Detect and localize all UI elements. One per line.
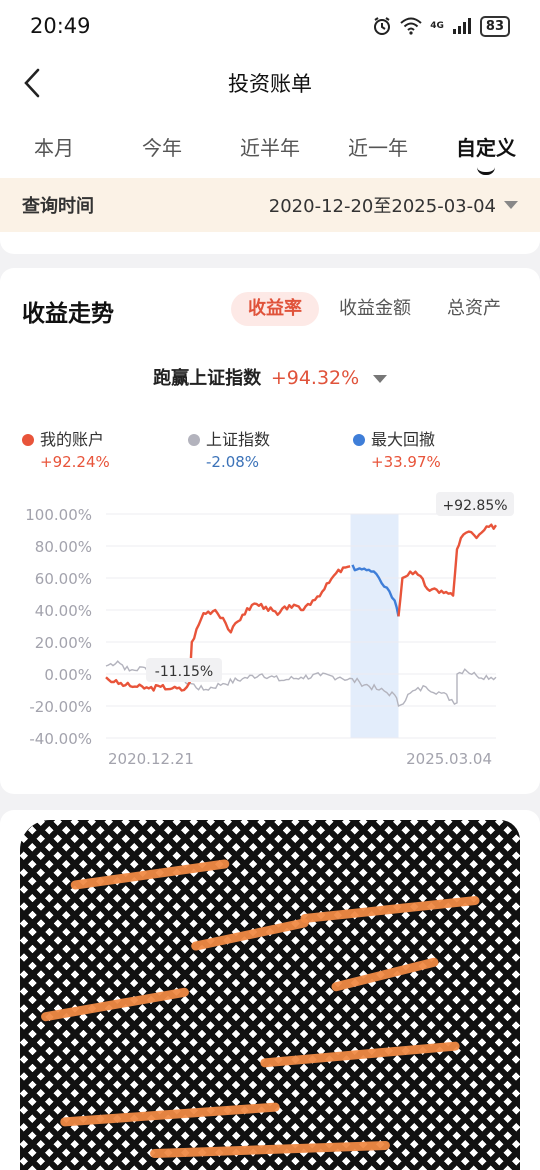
max-annotation-label: +92.85% <box>442 498 507 514</box>
series-drawdown-line <box>351 564 400 617</box>
battery-indicator: 83 <box>479 15 510 37</box>
beat-index-selector[interactable]: 跑赢上证指数 +94.32% <box>0 364 540 390</box>
history-card: 历史 <box>0 810 540 1170</box>
beat-index-label: 跑赢上证指数 <box>153 368 262 389</box>
return-trend-chart[interactable]: 100.00% 80.00% 60.00% 40.00% 20.00% 0.00% -20.… <box>0 480 540 780</box>
wifi-icon <box>400 17 422 35</box>
tab-half-year[interactable]: 近半年 <box>216 132 324 161</box>
tab-one-year[interactable]: 近一年 <box>324 132 432 161</box>
nav-bar: 投资账单 <box>0 52 540 114</box>
max-annotation-box <box>436 492 514 516</box>
date-range-text: 2020-12-20至2025-03-04 <box>268 196 496 217</box>
chevron-left-icon[interactable] <box>18 66 48 100</box>
y-tick-label: -40.00% <box>29 730 92 748</box>
caret-down-icon <box>372 375 387 383</box>
x-end-label: 2025.03.04 <box>406 750 492 768</box>
drawdown-band <box>350 514 399 738</box>
query-time-value[interactable]: 2020-12-20至2025-03-04 <box>269 192 518 218</box>
segment-return-amount[interactable]: 收益金额 <box>339 298 411 319</box>
network-type: 4G <box>430 20 444 31</box>
tab-label: 本月 <box>34 135 74 160</box>
legend-dot <box>188 434 200 446</box>
tab-this-month[interactable]: 本月 <box>0 132 108 161</box>
tab-label: 近半年 <box>240 135 300 160</box>
y-tick-label: 40.00% <box>35 602 92 620</box>
legend-name: 上证指数 <box>206 430 271 449</box>
period-tabs: 本月 今年 近半年 近一年 自定义 <box>0 114 540 178</box>
legend-value: +33.97% <box>371 453 441 471</box>
y-tick-label: 100.00% <box>25 506 92 524</box>
trend-title: 收益走势 <box>22 301 114 327</box>
signal-icon <box>452 18 471 34</box>
legend-value: -2.08% <box>206 453 260 471</box>
legend-name: 最大回撤 <box>371 430 436 449</box>
segment-total-assets[interactable]: 总资产 <box>447 298 501 319</box>
min-annotation-label: -11.15% <box>155 664 213 680</box>
page-title: 投资账单 <box>228 72 312 96</box>
min-annotation-box <box>146 658 222 682</box>
alarm-icon <box>374 17 391 35</box>
y-tick-label: 0.00% <box>44 666 92 684</box>
legend-name: 我的账户 <box>40 430 105 449</box>
beat-index-value: +94.32% <box>270 367 360 389</box>
legend-dot <box>22 434 34 446</box>
x-start-label: 2020.12.21 <box>108 750 194 768</box>
status-time: 20:49 <box>30 14 91 38</box>
section-strip <box>0 232 540 254</box>
y-tick-label: -20.00% <box>29 698 92 716</box>
legend-max-drawdown: 最大回撤 +33.97% <box>353 426 441 471</box>
series-my-account-line-tail <box>397 523 498 617</box>
y-tick-label: 60.00% <box>35 570 92 588</box>
tab-label: 今年 <box>142 135 182 160</box>
caret-down-icon <box>504 201 518 209</box>
legend-sse-index: 上证指数 -2.08% <box>188 426 270 471</box>
legend-my-account: 我的账户 +92.24% <box>22 426 110 471</box>
query-time-bar[interactable]: 查询时间 2020-12-20至2025-03-04 <box>0 178 540 232</box>
tab-this-year[interactable]: 今年 <box>108 132 216 161</box>
tab-custom[interactable]: 自定义 <box>432 132 540 175</box>
legend-value: +92.24% <box>40 453 110 471</box>
status-bar: 20:49 4G 83 <box>0 0 540 52</box>
legend-dot <box>353 434 365 446</box>
segment-return-rate[interactable]: 收益率 <box>231 292 319 326</box>
status-icons: 4G 83 <box>372 15 510 37</box>
tab-label: 近一年 <box>348 135 408 160</box>
y-tick-label: 20.00% <box>35 634 92 652</box>
tab-label: 自定义 <box>456 135 516 160</box>
query-time-label: 查询时间 <box>22 196 94 217</box>
series-my-account-line <box>105 565 351 692</box>
active-tab-indicator <box>477 167 495 175</box>
y-tick-label: 80.00% <box>35 538 92 556</box>
